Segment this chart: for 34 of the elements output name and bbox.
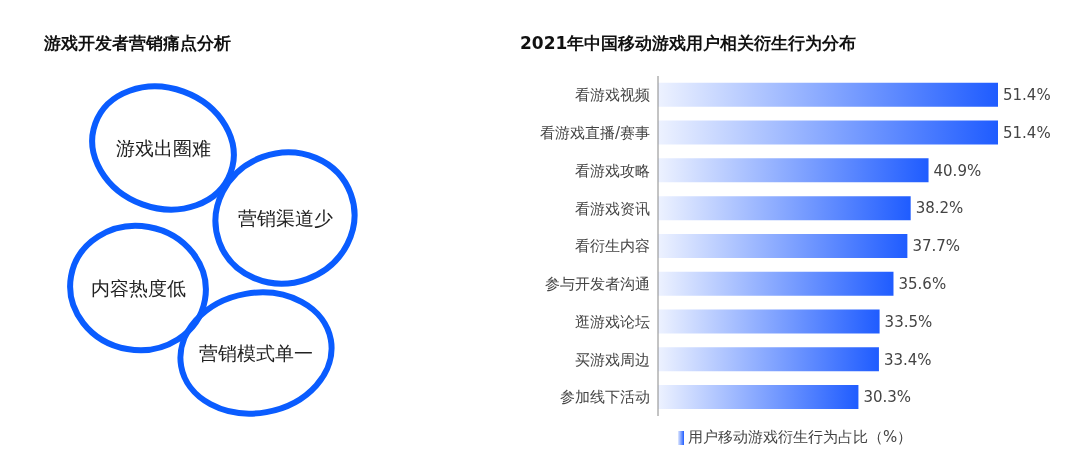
data-label: 33.4% (883, 350, 932, 369)
bar (658, 309, 880, 334)
bar (658, 385, 859, 410)
y-tick-label: 买游戏周边 (575, 350, 650, 369)
y-tick-label: 看游戏视频 (575, 86, 650, 105)
y-tick-label: 看游戏攻略 (575, 161, 650, 180)
bar (658, 158, 929, 183)
bar (658, 271, 894, 296)
text: 营销渠道少 (237, 207, 333, 229)
bar (658, 120, 998, 145)
text: 游戏出圈难 (115, 137, 211, 159)
text: 内容热度低 (90, 277, 186, 299)
data-label: 40.9% (933, 161, 982, 180)
data-label: 35.6% (898, 275, 947, 294)
text: 游戏开发者营销痛点分析 (44, 32, 231, 55)
bar (658, 82, 998, 107)
data-label: 38.2% (915, 199, 964, 218)
chart-title: 2021年中国移动游戏用户相关衍生行为分布 (520, 32, 857, 55)
bar (658, 347, 879, 372)
y-tick-label: 参与开发者沟通 (545, 275, 650, 294)
data-label: 51.4% (1003, 86, 1051, 105)
y-tick-label: 看游戏资讯 (575, 199, 650, 218)
data-label: 37.7% (912, 237, 961, 256)
text: 营销模式单一 (199, 342, 313, 364)
y-tick-label: 看游戏直播/赛事 (539, 123, 650, 142)
y-tick-label: 看衍生内容 (575, 237, 650, 256)
legend-label: 用户移动游戏衍生行为占比（%） (687, 428, 913, 447)
data-label: 30.3% (863, 388, 912, 407)
data-label: 51.4% (1003, 123, 1051, 142)
y-tick-label: 逛游戏论坛 (575, 312, 650, 331)
bar (658, 233, 908, 258)
data-label: 33.5% (884, 312, 933, 331)
bar (658, 196, 911, 221)
y-tick-label: 参加线下活动 (560, 388, 650, 407)
